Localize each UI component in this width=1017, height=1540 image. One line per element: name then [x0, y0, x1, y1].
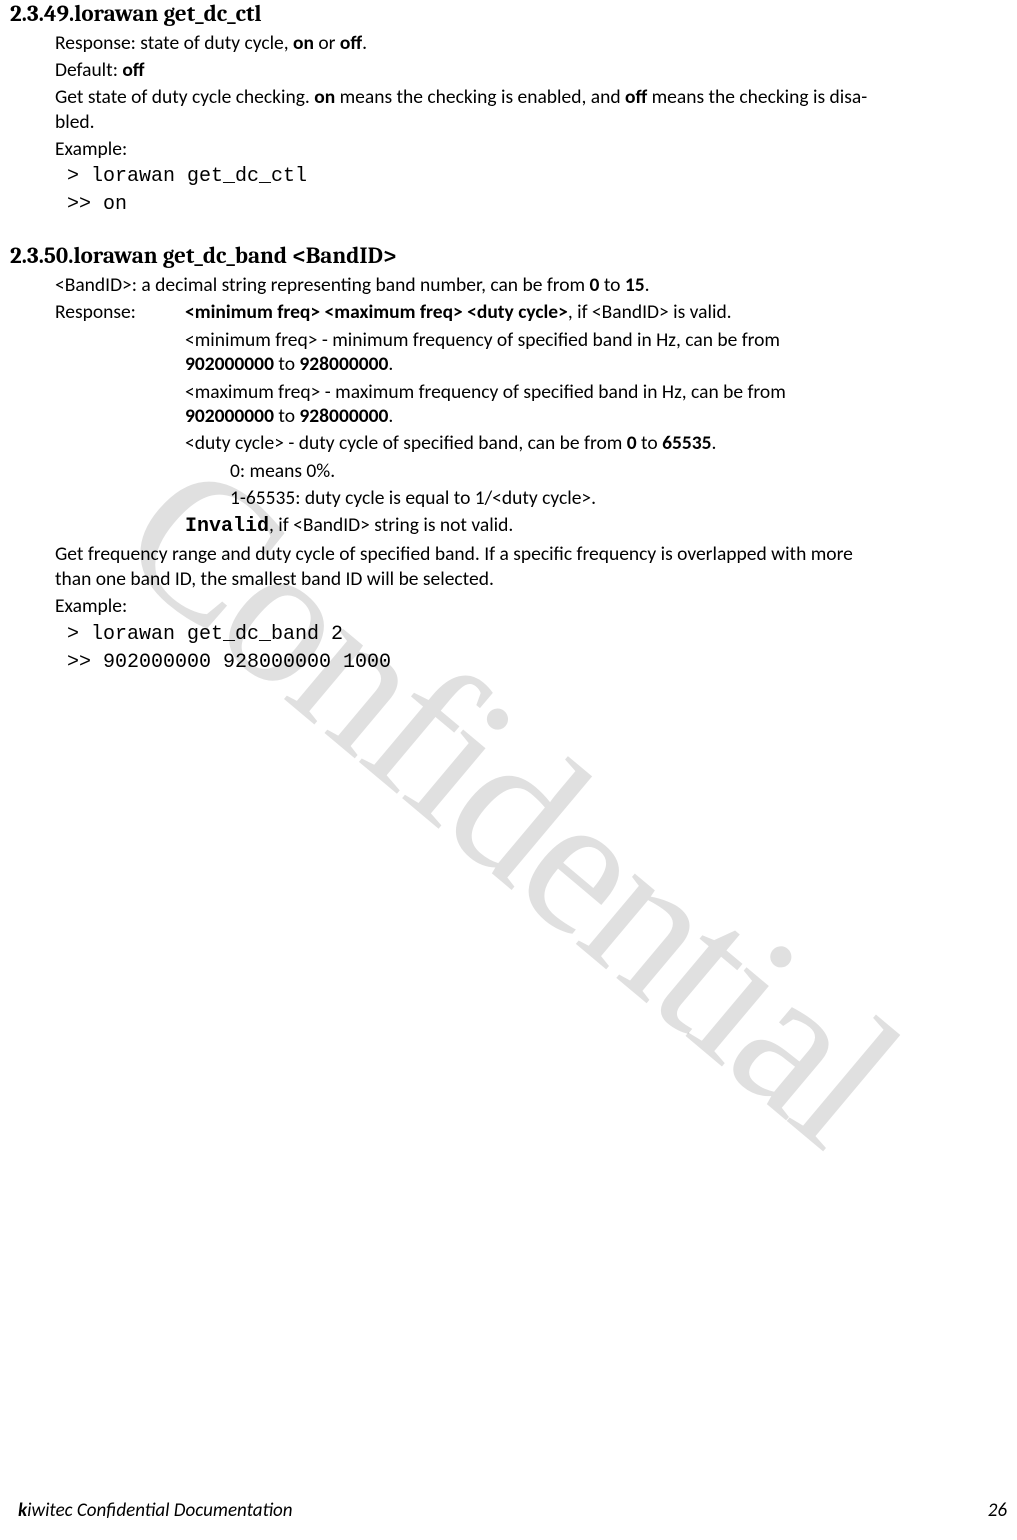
sec49-desc-c: means the checking is disa-	[647, 85, 867, 109]
sec50-duty: <duty cycle> - duty cycle of specified b…	[55, 431, 1007, 455]
sec49-response-or: or	[314, 31, 340, 55]
footer-rest: iwitec Confidential Documentation	[27, 1499, 292, 1522]
sec49-response-label: Response: state of duty cycle,	[55, 31, 293, 55]
sec50-duty-range: 1-65535: duty cycle is equal to 1/<duty …	[55, 486, 1007, 510]
sec50-desc2: Get frequency range and duty cycle of sp…	[55, 542, 1007, 591]
page-footer: kiwitec Confidential Documentation 26	[18, 1499, 1007, 1522]
sec50-ex1: > lorawan get_dc_band 2	[55, 622, 1007, 647]
sec50-bandid-to: to	[599, 273, 624, 297]
sec50-response-label: Response:	[55, 300, 185, 324]
sec50-duty-dot: .	[712, 431, 717, 455]
sec50-max-a: <maximum freq> - maximum frequency of sp…	[185, 380, 786, 404]
section-50-num: 2.3.50.	[10, 242, 73, 269]
sec49-example-label: Example:	[55, 137, 1007, 161]
sec49-default-label: Default:	[55, 58, 122, 82]
sec50-invalid: Invalid, if <BandID> string is not valid…	[55, 513, 1007, 539]
sec50-max: <maximum freq> - maximum frequency of sp…	[55, 380, 1007, 429]
sec49-desc-off: off	[625, 85, 647, 109]
sec50-invalid-b: , if <BandID> string is not valid.	[269, 513, 513, 537]
sec49-default: Default: off	[55, 58, 1007, 82]
sec50-duty-zero: 0: means 0%.	[55, 459, 1007, 483]
sec50-bandid-a: <BandID>: a decimal string representing …	[55, 273, 590, 297]
sec49-desc-a: Get state of duty cycle checking.	[55, 85, 314, 109]
sec50-resp-main-a: <minimum freq> <maximum freq> <duty cycl…	[185, 300, 568, 324]
sec50-min: <minimum freq> - minimum frequency of sp…	[55, 328, 1007, 377]
sec50-max-to: to	[274, 404, 299, 428]
sec50-desc2-a: Get frequency range and duty cycle of sp…	[55, 542, 853, 566]
sec49-desc-on: on	[314, 85, 335, 109]
sec50-desc2-b: than one band ID, the smallest band ID w…	[55, 567, 494, 591]
sec50-min-to: to	[274, 352, 299, 376]
section-49-heading: 2.3.49.lorawan get_dc_ctl	[10, 0, 1007, 28]
footer-left: kiwitec Confidential Documentation	[18, 1499, 293, 1522]
section-49-body: Response: state of duty cycle, on or off…	[10, 31, 1007, 218]
footer-brand-k: k	[18, 1499, 27, 1522]
sec50-resp-main-b: , if <BandID> is valid.	[568, 300, 732, 324]
sec50-example-label: Example:	[55, 594, 1007, 618]
sec49-ex1: > lorawan get_dc_ctl	[55, 164, 1007, 189]
sec50-duty-to: to	[637, 431, 662, 455]
section-49-num: 2.3.49.	[10, 0, 74, 27]
sec50-min-dot: .	[388, 352, 393, 376]
sec49-default-val: off	[122, 58, 144, 82]
footer-page-number: 26	[988, 1499, 1007, 1522]
sec49-response: Response: state of duty cycle, on or off…	[55, 31, 1007, 55]
section-50-heading: 2.3.50.lorawan get_dc_band <BandID>	[10, 242, 1007, 270]
sec50-duty-0: 0	[627, 431, 637, 455]
sec50-max-b2: 928000000	[299, 404, 388, 428]
sec49-desc: Get state of duty cycle checking. on mea…	[55, 85, 1007, 134]
sec50-bandid-0: 0	[590, 273, 600, 297]
sec50-min-b2: 928000000	[299, 352, 388, 376]
sec49-response-on: on	[293, 31, 314, 55]
sec50-min-b1: 902000000	[185, 352, 274, 376]
section-50-title: lorawan get_dc_band <BandID>	[73, 242, 396, 269]
sec50-invalid-a: Invalid	[185, 515, 269, 538]
sec50-bandid-15: 15	[625, 273, 645, 297]
section-49-title: lorawan get_dc_ctl	[74, 0, 261, 27]
sec49-ex2: >> on	[55, 192, 1007, 217]
sec50-max-dot: .	[388, 404, 393, 428]
sec50-duty-65535: 65535	[662, 431, 711, 455]
page-content: 2.3.49.lorawan get_dc_ctl Response: stat…	[0, 0, 1017, 675]
sec49-response-off: off	[340, 31, 362, 55]
sec50-min-a: <minimum freq> - minimum frequency of sp…	[185, 328, 780, 352]
sec49-response-period: .	[362, 31, 367, 55]
sec49-desc-b: means the checking is enabled, and	[335, 85, 625, 109]
sec50-bandid-dot: .	[645, 273, 650, 297]
section-50-body: <BandID>: a decimal string representing …	[10, 273, 1007, 675]
sec49-desc-d: bled.	[55, 110, 95, 134]
sec50-response-row: Response: <minimum freq> <maximum freq> …	[55, 300, 1007, 324]
sec50-max-b1: 902000000	[185, 404, 274, 428]
sec50-response-body: <minimum freq> <maximum freq> <duty cycl…	[185, 300, 1007, 324]
sec50-bandid: <BandID>: a decimal string representing …	[55, 273, 1007, 297]
sec50-ex2: >> 902000000 928000000 1000	[55, 650, 1007, 675]
sec50-duty-a: <duty cycle> - duty cycle of specified b…	[185, 431, 627, 455]
